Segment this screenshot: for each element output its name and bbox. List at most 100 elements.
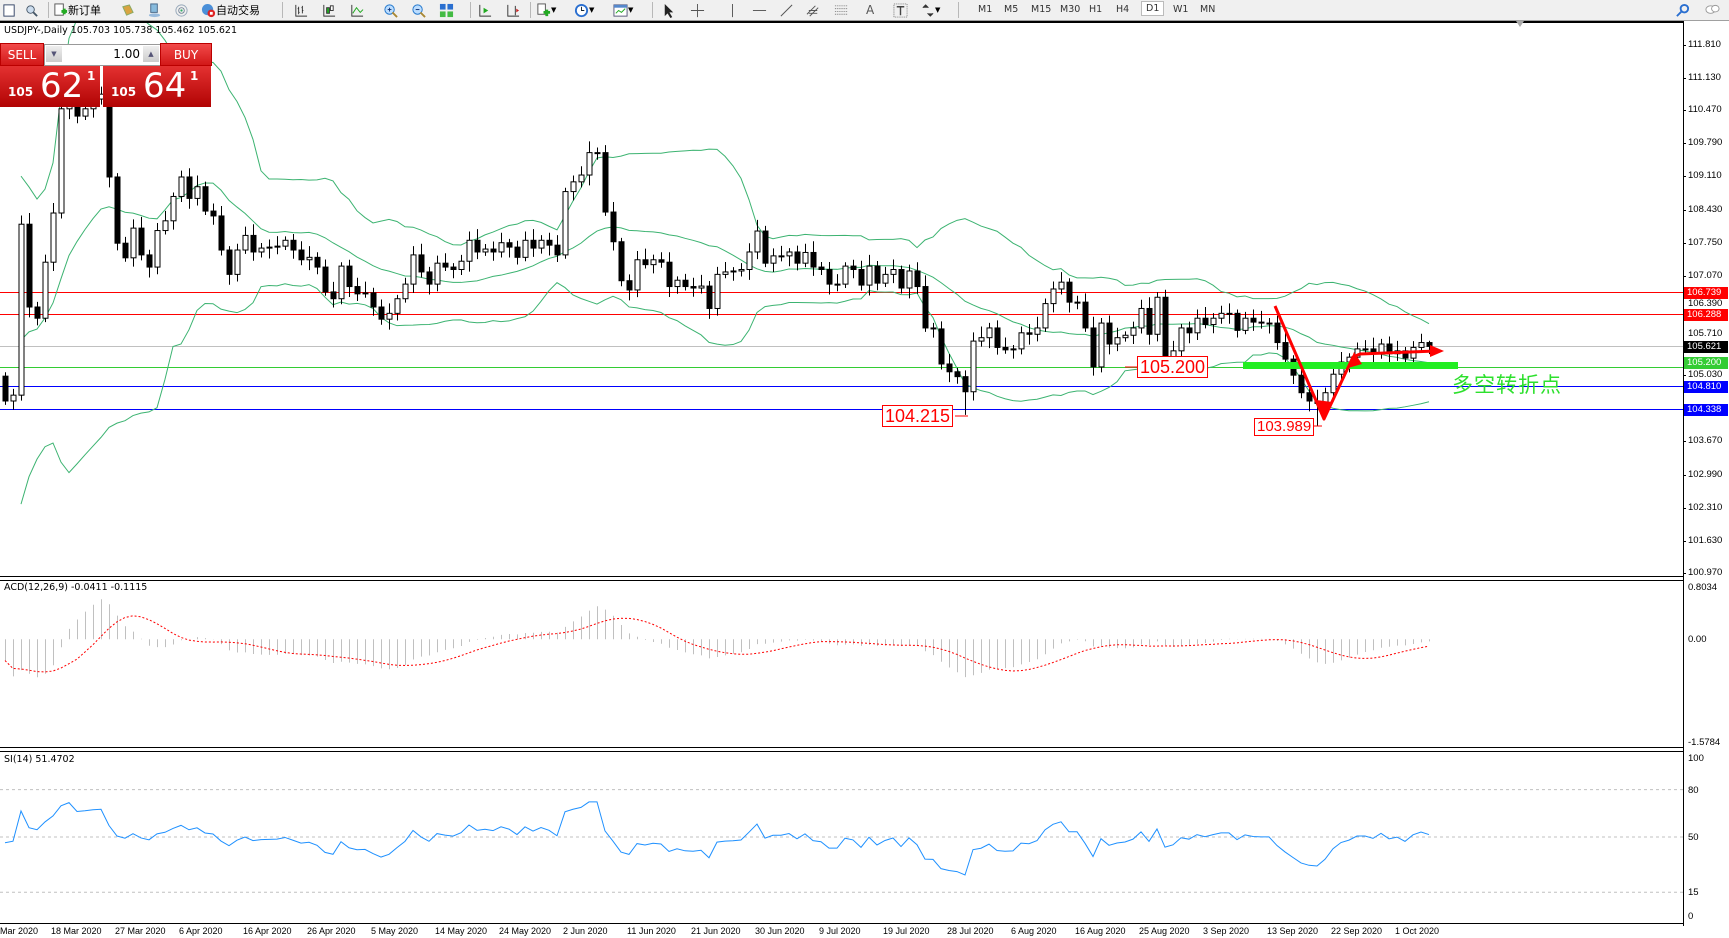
low-label-103989[interactable]: 103.989 (1254, 418, 1315, 436)
candle (1386, 336, 1393, 365)
candle-body (1202, 317, 1209, 326)
price-tick: 101.630 (1688, 534, 1723, 546)
candle (602, 145, 609, 216)
periods-icon[interactable]: ▼ (574, 2, 594, 18)
candle-body (306, 256, 313, 261)
candle-body (418, 254, 425, 273)
timeframe-m30[interactable]: M30 (1060, 4, 1081, 15)
candle-body (2, 375, 9, 402)
trendline-icon[interactable] (779, 2, 794, 18)
timeframe-w1[interactable]: W1 (1173, 4, 1189, 15)
candle-body (802, 251, 809, 264)
candle (994, 320, 1001, 355)
auto-trading-button[interactable]: 自动交易 (201, 2, 260, 18)
lot-increase-icon[interactable]: ▲ (143, 46, 159, 62)
indicators-icon[interactable]: ▼ (536, 2, 556, 18)
candle (146, 249, 153, 278)
candle-body (666, 261, 673, 288)
timeframe-m15[interactable]: M15 (1031, 4, 1052, 15)
candle (170, 192, 177, 230)
panel-separator[interactable] (0, 576, 1683, 581)
equidistant-channel-icon[interactable] (806, 2, 821, 18)
candle (1290, 355, 1297, 384)
candle-body (442, 262, 449, 268)
candle (954, 367, 961, 384)
text-label-icon[interactable] (893, 2, 908, 18)
candle-body (482, 248, 489, 253)
candle-body (610, 211, 617, 243)
date-label: 19 Jul 2020 (883, 926, 930, 936)
horizontal-line-icon[interactable] (752, 2, 767, 18)
candle (898, 265, 905, 294)
arrows-icon[interactable]: ▼ (920, 2, 940, 18)
lot-decrease-icon[interactable]: ▼ (46, 46, 62, 62)
candle-body (954, 371, 961, 378)
timeframe-d1[interactable]: D1 (1141, 1, 1165, 16)
templates-icon[interactable]: ▼ (613, 2, 633, 18)
vertical-line-icon[interactable] (725, 2, 740, 18)
candle-body (922, 286, 929, 329)
macd-tick: 0.8034 (1688, 582, 1718, 593)
text-icon[interactable]: A (866, 3, 875, 17)
candle-body (970, 340, 977, 393)
zoom-out-icon[interactable] (411, 2, 426, 18)
chart-window[interactable] (0, 21, 1684, 926)
candle-body (1114, 337, 1121, 345)
ask-price-button[interactable]: 105 64 1 (103, 66, 211, 107)
candle-body (402, 283, 409, 300)
timeframe-m1[interactable]: M1 (978, 4, 993, 15)
buy-button[interactable]: BUY (160, 43, 212, 66)
date-label: 22 Sep 2020 (1331, 926, 1383, 936)
candle (1090, 316, 1097, 376)
candle (1250, 309, 1257, 331)
crosshair-icon[interactable] (690, 2, 705, 18)
candle (866, 254, 873, 296)
level-label-105200[interactable]: 105.200 (1137, 356, 1209, 378)
candle (578, 166, 585, 188)
market-watch-icon[interactable] (147, 2, 162, 18)
new-order-button[interactable]: 新订单 (53, 2, 101, 18)
candle-body (690, 286, 697, 289)
price-tick: 107.070 (1688, 269, 1723, 281)
bollinger-upper-band (20, 23, 1430, 325)
panel-separator[interactable] (0, 747, 1683, 752)
chart-shift-icon[interactable] (505, 2, 520, 18)
bar-chart-icon[interactable] (293, 2, 308, 18)
line-chart-icon[interactable] (349, 2, 364, 18)
separator (652, 2, 653, 18)
candle-body (906, 270, 913, 289)
candle (1242, 311, 1249, 335)
timeframe-mn[interactable]: MN (1200, 4, 1216, 15)
low-label-104215[interactable]: 104.215 (882, 405, 954, 427)
candle-body (1018, 332, 1025, 350)
date-label: 30 Jun 2020 (755, 926, 805, 936)
chat-icon[interactable] (1705, 2, 1720, 18)
timeframe-h4[interactable]: H4 (1116, 4, 1130, 15)
sell-button[interactable]: SELL (0, 43, 44, 66)
candlestick-icon[interactable] (321, 2, 336, 18)
signals-icon[interactable] (174, 2, 189, 18)
candle-body (1146, 307, 1153, 335)
timeframe-m5[interactable]: M5 (1004, 4, 1019, 15)
autoscroll-icon[interactable] (477, 2, 492, 18)
lot-size-value[interactable]: 1.00 (113, 47, 140, 61)
turning-point-text[interactable]: 多空转折点 (1452, 373, 1562, 397)
macd-tick: 0.00 (1688, 634, 1707, 646)
navigator-icon[interactable] (24, 2, 39, 18)
candle (610, 202, 617, 251)
bid-price-button[interactable]: 105 62 1 (0, 66, 100, 107)
metaeditor-icon[interactable] (120, 2, 135, 18)
timeframe-h1[interactable]: H1 (1089, 4, 1103, 15)
search-icon[interactable] (1675, 2, 1690, 18)
cursor-icon[interactable] (661, 2, 676, 18)
new-chart-icon[interactable] (2, 2, 17, 18)
lot-size-input[interactable]: ▼ 1.00 ▲ (44, 44, 161, 66)
fibonacci-icon[interactable] (834, 2, 849, 18)
candle (306, 246, 313, 271)
candle (18, 215, 25, 401)
zoom-in-icon[interactable] (383, 2, 398, 18)
candle (50, 203, 57, 271)
tile-windows-icon[interactable] (439, 2, 454, 18)
price-tick: 110.470 (1688, 104, 1722, 116)
